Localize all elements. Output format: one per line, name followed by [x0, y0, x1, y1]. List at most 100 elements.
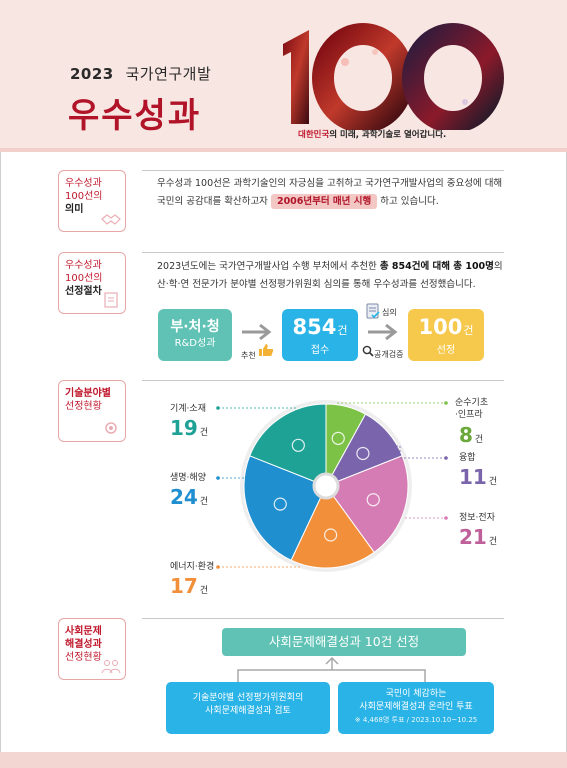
slice-icon-pure [331, 431, 345, 445]
step2-unit: 건 [337, 324, 348, 337]
step3-unit: 건 [463, 324, 474, 337]
section-label-line: 100선의 [65, 191, 103, 202]
count-bio: 24 건 [170, 486, 208, 513]
section-label-title: 해결성과 [65, 639, 102, 650]
count-bio-value: 24 [170, 485, 198, 509]
section-label-line: 우수성과 [65, 178, 102, 189]
procedure-text-a: 2023년도에는 국가연구개발사업 수행 부처에서 추천한 [157, 261, 377, 272]
count-unit: 건 [488, 537, 498, 547]
section-label-line: 100선의 [65, 273, 103, 284]
pie-slices [243, 403, 409, 569]
social-box1-line1: 기술분야별 선정평가위원회의 [192, 693, 304, 703]
procedure-paragraph: 2023년도에는 국가연구개발사업 수행 부처에서 추천한 총 854건에 대해… [157, 258, 512, 294]
procedure-text-c: 산·학·연 전문가가 분야별 선정평가위원회 심의를 통해 우수성과를 선정했습… [157, 279, 476, 290]
bottom-bar [0, 752, 567, 768]
count-unit: 건 [199, 428, 209, 438]
divider [142, 170, 504, 171]
social-box2-line2: 사회문제해결성과 온라인 투표 [359, 702, 473, 712]
recommend-label: 추천 [241, 351, 256, 360]
count-energy-value: 17 [170, 574, 198, 598]
header-subtitle: 국가연구개발 [125, 65, 212, 83]
step1-title: 부·처·청 [170, 319, 220, 335]
count-fusion-value: 11 [459, 465, 487, 489]
arrow-right-icon [368, 323, 398, 341]
section-label-meaning: 우수성과 100선의 의미 [58, 170, 126, 232]
slogan-rest: 의 미래, 과학기술로 열어갑니다. [329, 130, 447, 140]
section-label-tech: 기술분야별 선정현황 [58, 380, 126, 442]
review-label: 심의 [382, 308, 397, 317]
meaning-paragraph: 우수성과 100선은 과학기술인의 자긍심을 고취하고 국가연구개발사업의 중요… [157, 175, 512, 211]
document-icon [104, 292, 118, 308]
count-unit: 건 [488, 477, 498, 487]
slogan-highlight: 대한민국 [298, 130, 330, 140]
section-label-line: 선정현황 [65, 401, 102, 412]
count-info-value: 21 [459, 525, 487, 549]
social-banner: 사회문제해결성과 10건 선정 [222, 628, 466, 656]
step-ministries: 부·처·청 R&D성과 [158, 309, 232, 361]
pie-slice-energy [290, 485, 375, 569]
divider [142, 380, 504, 381]
section-label-title: 기술분야별 [65, 388, 111, 399]
section-label-title: 사회문제 [65, 626, 102, 637]
document-check-icon [366, 303, 380, 319]
step2-sub: 접수 [310, 345, 330, 356]
step2-value-line: 854건 [282, 314, 358, 344]
gear-icon [105, 422, 117, 434]
step3-value: 100 [418, 315, 463, 339]
section-label-title: 의미 [65, 204, 84, 215]
step-received: 854건 접수 [282, 309, 358, 361]
page-title: 우수성과 [68, 96, 202, 136]
public-verify-label: 공개검증 [374, 350, 404, 359]
count-energy: 17 건 [170, 575, 208, 602]
procedure-bold: 총 854건에 대해 총 100명 [379, 261, 494, 272]
connector-lines [237, 656, 426, 682]
arrow-right-icon [242, 323, 272, 341]
label-bio: 생명·해양 [170, 473, 206, 483]
divider [142, 618, 504, 619]
slice-icon-mech [291, 438, 305, 452]
meaning-highlight: 2006년부터 매년 시행 [270, 194, 378, 209]
count-fusion: 11 건 [459, 466, 497, 493]
slice-icon-info [366, 493, 380, 507]
handshake-icon [101, 214, 121, 225]
slice-icon-energy [324, 528, 338, 542]
step3-value-line: 100건 [408, 314, 484, 344]
label-info: 정보·전자 [459, 513, 495, 523]
meaning-text-c: 하고 있습니다. [380, 196, 439, 207]
section-label-line: 우수성과 [65, 260, 102, 271]
header-year-line: 2023 국가연구개발 [70, 63, 211, 84]
label-fusion: 융합 [459, 453, 476, 463]
pie-chart [240, 400, 412, 572]
meaning-text-b: 국민의 공감대를 확산하고자 [157, 196, 268, 207]
social-box2-note: ※ 4,468명 투표 / 2023.10.10~10.25 [354, 716, 478, 724]
slice-icon-fusion [356, 446, 370, 461]
section-label-title: 선정절차 [65, 286, 102, 297]
magnifier-icon [362, 345, 374, 357]
label-pure-line1: 순수기초 [455, 398, 489, 408]
count-info: 21 건 [459, 526, 497, 553]
label-energy: 에너지·환경 [170, 562, 215, 572]
header: 2023 국가연구개발 우수성과 100 대한민국의 미래, 과학기술로 열어갑… [0, 0, 567, 152]
slice-icon-bio [273, 497, 287, 511]
count-unit: 건 [474, 435, 484, 445]
divider [142, 252, 504, 253]
year: 2023 [70, 65, 114, 83]
social-box2-line1: 국민이 체감하는 [385, 689, 447, 699]
social-box-committee: 기술분야별 선정평가위원회의 사회문제해결성과 검토 [166, 682, 330, 734]
step2-value: 854 [292, 315, 337, 339]
social-box-vote: 국민이 체감하는 사회문제해결성과 온라인 투표 ※ 4,468명 투표 / 2… [338, 682, 494, 734]
count-mech: 19 건 [170, 417, 208, 444]
step1-sub: R&D성과 [174, 338, 216, 349]
logo-100 [283, 23, 504, 130]
people-icon [101, 660, 121, 674]
meaning-text-a: 우수성과 100선은 과학기술인의 자긍심을 고취하고 국가연구개발사업의 중요… [157, 178, 503, 189]
count-mech-value: 19 [170, 416, 198, 440]
label-pure: 순수기초 ·인프라 [455, 397, 488, 421]
procedure-text-b: 의 [493, 261, 503, 272]
section-label-procedure: 우수성과 100선의 선정절차 [58, 252, 126, 314]
step3-sub: 선정 [436, 345, 456, 356]
slogan: 대한민국의 미래, 과학기술로 열어갑니다. [298, 128, 446, 140]
section-label-social: 사회문제 해결성과 선정현황 [58, 618, 126, 680]
pie-hole [312, 472, 340, 500]
